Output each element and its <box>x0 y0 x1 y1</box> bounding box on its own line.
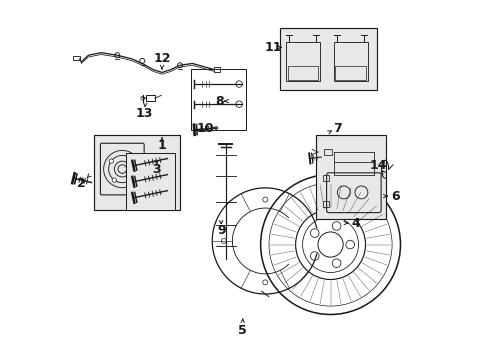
Circle shape <box>109 159 113 163</box>
Circle shape <box>310 252 318 260</box>
Bar <box>190 69 246 130</box>
Bar <box>280 28 376 90</box>
Circle shape <box>128 156 132 160</box>
Text: 7: 7 <box>333 122 342 135</box>
Bar <box>335 66 365 80</box>
Circle shape <box>332 222 340 230</box>
Text: 3: 3 <box>152 163 161 176</box>
Circle shape <box>131 175 135 179</box>
Bar <box>323 201 328 207</box>
Bar <box>73 55 80 60</box>
Text: 9: 9 <box>217 224 225 237</box>
Circle shape <box>310 229 318 237</box>
Circle shape <box>345 240 354 249</box>
Text: 6: 6 <box>390 190 399 203</box>
Text: 4: 4 <box>350 216 359 230</box>
Text: 2: 2 <box>77 177 85 190</box>
Bar <box>94 135 180 211</box>
Text: 5: 5 <box>238 324 246 337</box>
Bar <box>316 135 386 220</box>
Bar <box>214 67 219 72</box>
Text: 14: 14 <box>368 159 386 172</box>
Bar <box>126 153 174 211</box>
Text: 8: 8 <box>215 95 223 108</box>
Bar <box>146 95 155 101</box>
Text: 11: 11 <box>264 41 282 54</box>
Bar <box>287 66 317 80</box>
Bar <box>285 42 319 81</box>
Text: 1: 1 <box>157 139 166 152</box>
Bar <box>324 149 331 155</box>
Text: 12: 12 <box>153 51 170 64</box>
Text: 13: 13 <box>135 107 152 120</box>
Bar <box>333 42 367 81</box>
Circle shape <box>332 259 340 267</box>
Circle shape <box>112 178 116 182</box>
Text: 10: 10 <box>196 122 213 135</box>
Bar <box>323 175 328 181</box>
